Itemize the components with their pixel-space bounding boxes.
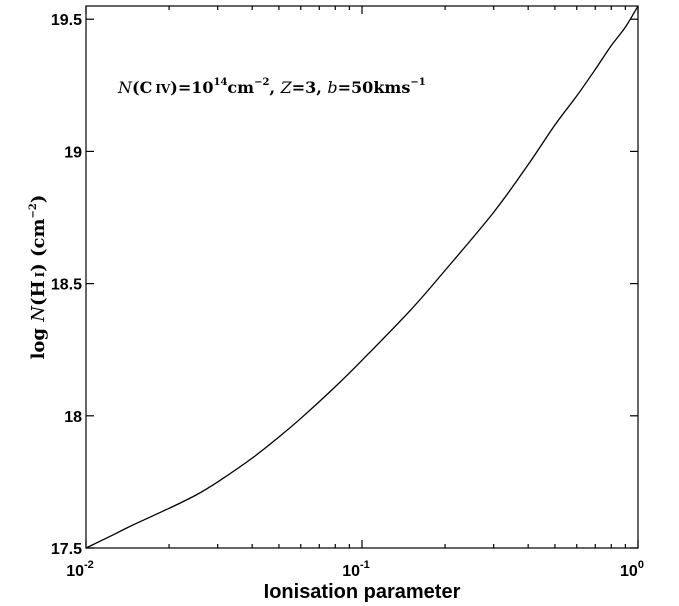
axis-ticks [85, 6, 639, 549]
y-tick-label: 19 [64, 144, 82, 161]
x-tick-label: 100 [620, 559, 644, 580]
y-tick-labels: 17.5 18 18.5 19 19.5 [51, 12, 82, 558]
x-tick-labels: 10-2 10-1 100 [66, 559, 644, 580]
series-line [85, 5, 639, 549]
plot-area [85, 5, 639, 549]
y-tick-label: 17.5 [51, 541, 82, 558]
y-tick-label: 18.5 [51, 277, 82, 294]
y-tick-label: 18 [64, 409, 82, 426]
y-tick-label: 19.5 [51, 12, 82, 29]
x-axis-label: Ionisation parameter [264, 581, 461, 603]
chart-annotation: N(C IV)=1014cm−2, Z=3, b=50kms−1 [117, 77, 426, 97]
x-tick-label: 10-1 [342, 559, 370, 580]
x-tick-label: 10-2 [66, 559, 94, 580]
y-axis-label: log N(HI) (cm−2) [28, 195, 49, 360]
